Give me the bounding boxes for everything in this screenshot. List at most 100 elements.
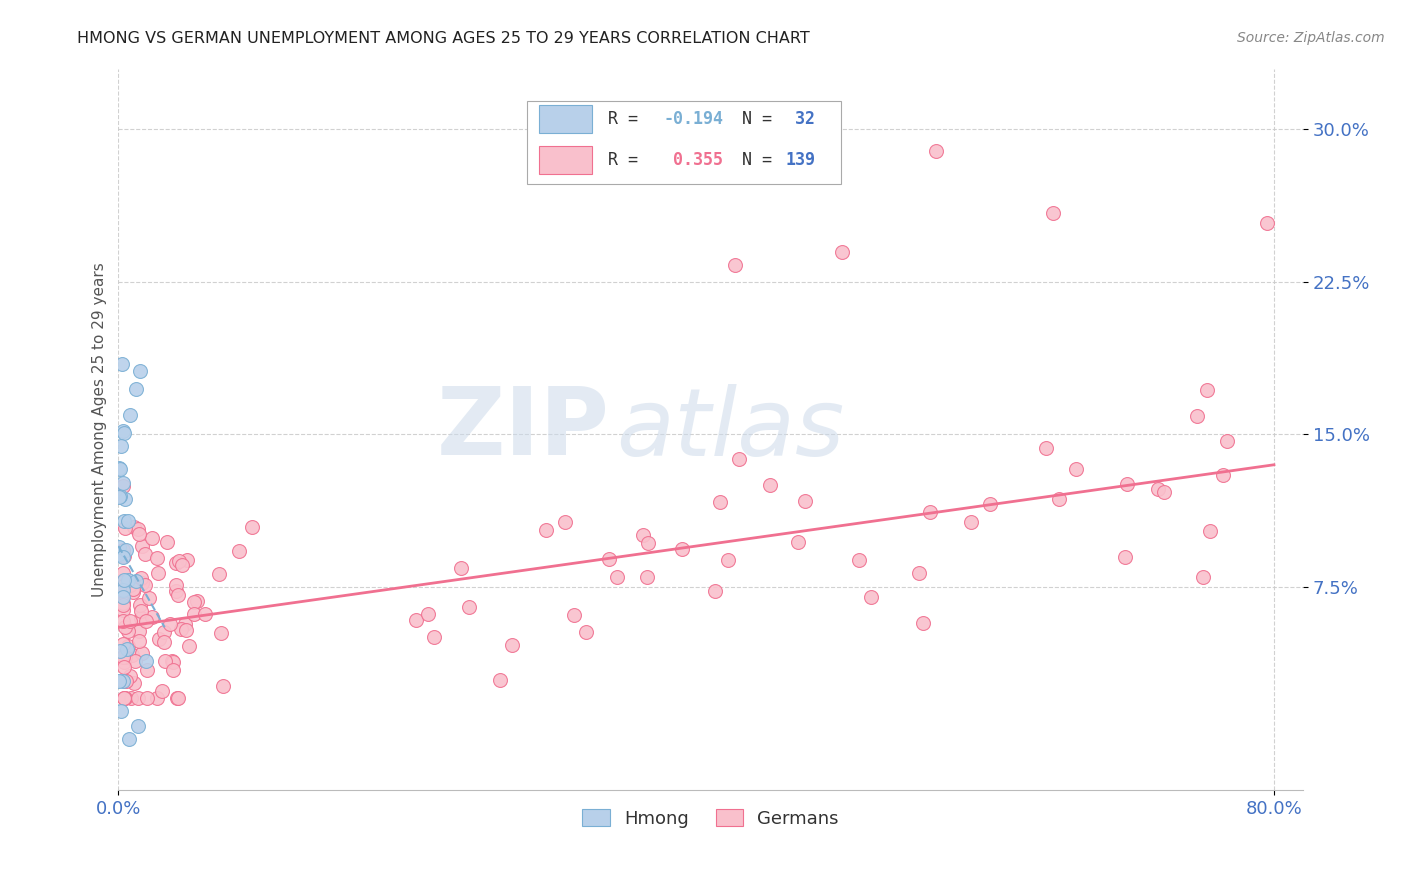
Point [128, 633, 150, 648]
Point [127, 522, 149, 536]
Point [150, 683, 173, 698]
Point [167, 588, 190, 602]
Point [859, 591, 882, 605]
Point [1147, 483, 1170, 497]
Point [110, 439, 132, 453]
Point [111, 598, 134, 612]
Point [156, 534, 179, 549]
Point [924, 144, 946, 158]
Point [112, 549, 135, 563]
Text: N =: N = [723, 110, 783, 128]
Point [848, 552, 870, 566]
Text: R =: R = [607, 110, 648, 128]
Point [183, 595, 205, 609]
Point [118, 732, 141, 747]
Point [631, 527, 654, 541]
Point [111, 579, 134, 593]
Point [111, 542, 134, 557]
Text: HMONG VS GERMAN UNEMPLOYMENT AMONG AGES 25 TO 29 YEARS CORRELATION CHART: HMONG VS GERMAN UNEMPLOYMENT AMONG AGES … [77, 31, 810, 46]
Point [121, 648, 143, 663]
Point [112, 691, 135, 706]
Point [1153, 484, 1175, 499]
Point [162, 653, 184, 667]
Point [155, 655, 177, 669]
Point [117, 573, 139, 587]
Point [114, 492, 136, 507]
Text: -0.194: -0.194 [664, 110, 723, 128]
Point [125, 383, 148, 397]
Point [112, 574, 135, 589]
Point [141, 610, 163, 624]
Y-axis label: Unemployment Among Ages 25 to 29 years: Unemployment Among Ages 25 to 29 years [93, 262, 107, 597]
Point [111, 603, 134, 617]
Point [1047, 491, 1070, 506]
Text: 32: 32 [785, 110, 815, 128]
Point [159, 617, 181, 632]
Point [162, 664, 184, 678]
Point [112, 426, 135, 441]
Point [598, 552, 620, 566]
Point [120, 577, 142, 591]
Point [135, 664, 157, 678]
Text: 0.355: 0.355 [664, 151, 723, 169]
Point [108, 461, 131, 475]
Point [979, 497, 1001, 511]
Point [122, 582, 145, 596]
Point [114, 620, 136, 634]
Point [121, 584, 143, 599]
Point [112, 655, 135, 669]
Point [912, 616, 935, 631]
Point [108, 540, 131, 554]
Text: atlas: atlas [616, 384, 844, 475]
Text: Source: ZipAtlas.com: Source: ZipAtlas.com [1237, 31, 1385, 45]
Point [1185, 409, 1208, 423]
Point [183, 607, 205, 621]
Point [129, 364, 152, 378]
Point [1116, 476, 1139, 491]
Point [129, 571, 152, 585]
Point [146, 691, 169, 706]
Point [1256, 216, 1278, 230]
Point [1195, 383, 1218, 397]
Point [135, 654, 157, 668]
Text: ZIP: ZIP [437, 384, 610, 475]
Point [212, 679, 235, 693]
Text: R =: R = [607, 151, 648, 169]
Text: N =: N = [723, 151, 783, 169]
Point [120, 691, 142, 706]
Point [111, 614, 134, 628]
Point [146, 551, 169, 566]
Point [120, 408, 142, 422]
Point [112, 514, 135, 528]
Point [153, 635, 176, 649]
Point [606, 570, 628, 584]
Point [167, 554, 190, 568]
Point [124, 520, 146, 534]
Point [1035, 441, 1057, 455]
Point [134, 577, 156, 591]
Point [127, 691, 149, 706]
Point [129, 599, 152, 613]
Point [115, 641, 138, 656]
Point [562, 607, 585, 622]
Point [1064, 462, 1087, 476]
Point [114, 649, 136, 664]
Point [172, 558, 194, 572]
Point [727, 452, 749, 467]
Point [125, 574, 148, 588]
Point [108, 490, 131, 504]
Point [148, 632, 170, 646]
Point [1192, 570, 1215, 584]
Point [134, 547, 156, 561]
Point [114, 674, 136, 689]
Point [112, 691, 135, 706]
Point [209, 625, 232, 640]
Point [165, 583, 187, 598]
Point [117, 624, 139, 639]
Point [167, 691, 190, 706]
Point [111, 590, 134, 604]
FancyBboxPatch shape [538, 105, 592, 133]
Point [146, 566, 169, 580]
Point [793, 493, 815, 508]
Point [112, 585, 135, 599]
